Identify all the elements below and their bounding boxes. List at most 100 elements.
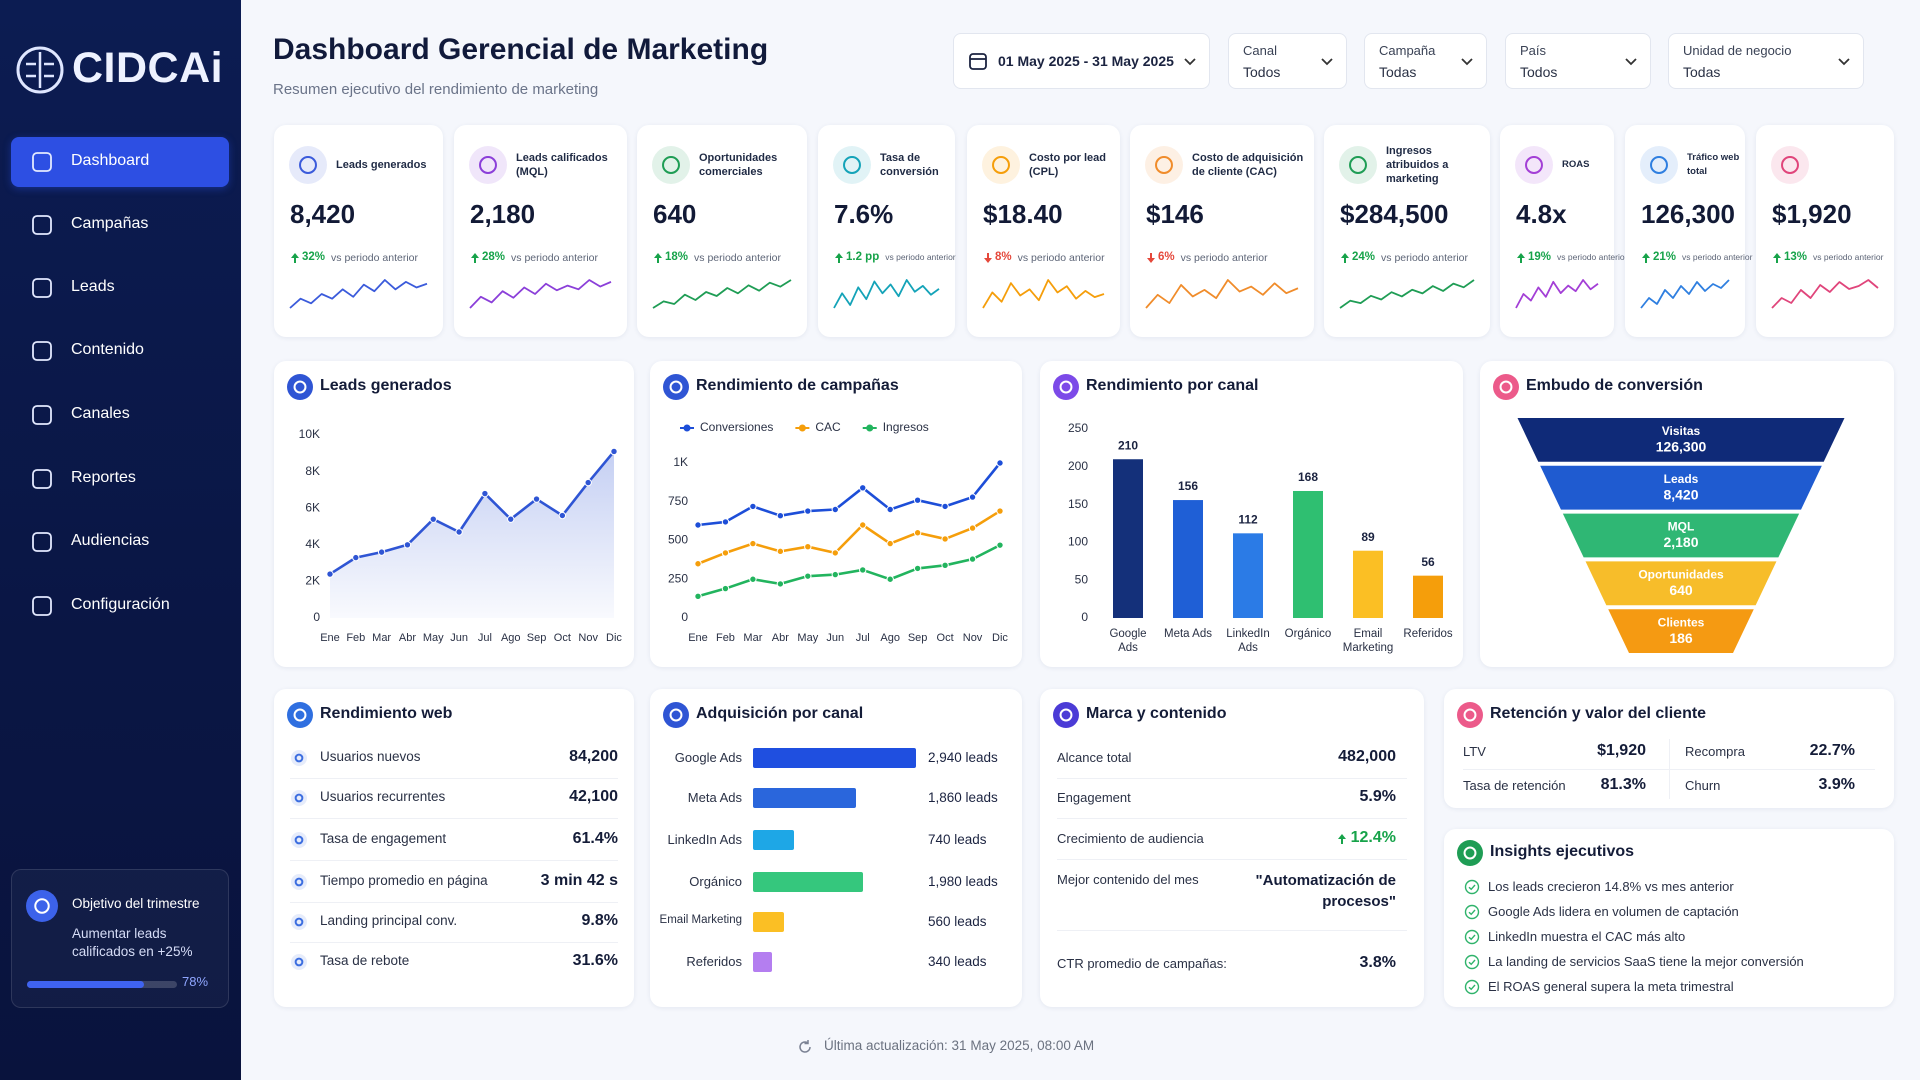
menu-item[interactable]: Contenido bbox=[11, 326, 229, 376]
point bbox=[776, 512, 785, 520]
menu-icon bbox=[32, 152, 52, 172]
point bbox=[859, 484, 867, 492]
y-tick-label: 250 bbox=[668, 571, 688, 585]
filter[interactable]: País Todos bbox=[1505, 33, 1651, 89]
row-label: Tasa de retención bbox=[1463, 778, 1566, 793]
kpi-value: 126,300 bbox=[1641, 199, 1735, 229]
menu-item[interactable]: Campañas bbox=[11, 200, 229, 250]
kpi-label: Tasa de conversión bbox=[880, 152, 939, 178]
menu-item[interactable]: Reportes bbox=[11, 454, 229, 504]
filter[interactable]: Unidad de negocio Todas bbox=[1668, 33, 1864, 89]
menu-item[interactable]: Leads bbox=[11, 263, 229, 313]
bar bbox=[753, 872, 863, 892]
icon-glyph bbox=[1463, 846, 1477, 860]
menu-item[interactable]: Audiencias bbox=[11, 517, 229, 567]
arrow-shape bbox=[835, 253, 843, 263]
logo-ring bbox=[16, 46, 64, 94]
kpi-note: vs periodo anterior bbox=[1557, 252, 1628, 262]
row-value: 22.7% bbox=[1809, 742, 1855, 759]
icon-glyph bbox=[293, 708, 307, 722]
chart: 0 2K 4K 6K 8K 10K Ene Feb Mar Abr May Jun Jul Ago Sep O… bbox=[299, 427, 623, 644]
menu-icon-shape bbox=[32, 596, 52, 616]
line bbox=[697, 509, 1001, 565]
x-tick-label: Jul bbox=[478, 632, 492, 644]
funnel-label: MQL bbox=[1668, 520, 1695, 534]
kpi-value: 8,420 bbox=[290, 199, 356, 229]
icon bbox=[1339, 146, 1377, 184]
goal-card: Objetivo del trimestre Aumentar leads cal… bbox=[11, 869, 229, 1008]
menu-label: Campañas bbox=[71, 215, 149, 232]
sparkline bbox=[289, 279, 428, 309]
kpi-value: 640 bbox=[653, 199, 697, 229]
kpi-note: vs periodo anterior bbox=[1017, 252, 1105, 264]
sparkline-line bbox=[469, 279, 612, 309]
menu-icon-shape bbox=[32, 341, 52, 361]
trend-arrow bbox=[1773, 253, 1781, 263]
menu-label: Configuración bbox=[71, 596, 170, 613]
point bbox=[749, 539, 757, 548]
card: Rendimiento por canal 0 50 100 150 200 250 210 1… bbox=[1040, 361, 1463, 667]
calendar-icon bbox=[969, 53, 987, 70]
insight-text: El ROAS general supera la meta trimestra… bbox=[1488, 979, 1734, 994]
x-tick-label: Feb bbox=[346, 632, 365, 644]
menu-item[interactable]: Canales bbox=[11, 390, 229, 440]
icon-glyph bbox=[1155, 156, 1173, 174]
divider bbox=[1669, 739, 1670, 799]
menu-icon bbox=[32, 278, 52, 298]
icon bbox=[291, 914, 307, 930]
bar-category: Email Marketing bbox=[659, 914, 742, 926]
bar bbox=[753, 912, 785, 932]
y-tick-label: 150 bbox=[1068, 497, 1088, 511]
insight-text: La landing de servicios SaaS tiene la me… bbox=[1488, 954, 1804, 969]
y-tick-label: 100 bbox=[1068, 535, 1088, 549]
icon bbox=[291, 790, 307, 806]
filter[interactable]: Canal Todos bbox=[1228, 33, 1347, 89]
funnel-label: Oportunidades bbox=[1638, 567, 1724, 581]
card: ROAS 4.8x 19% vs periodo anterior bbox=[1500, 125, 1627, 337]
card: Costo por lead (CPL) $18.40 8% vs periodo a… bbox=[967, 125, 1120, 337]
kpi-change: 8% bbox=[995, 251, 1012, 263]
filter-label: Campaña bbox=[1379, 43, 1436, 58]
icon-bg bbox=[833, 146, 871, 184]
kpi-label: Costo de adquisición de cliente (CAC) bbox=[1192, 152, 1304, 178]
sparkline bbox=[652, 279, 792, 309]
bar-value-label: 156 bbox=[1178, 479, 1198, 493]
x-tick-label: Ago bbox=[501, 632, 521, 644]
sparkline bbox=[1145, 279, 1299, 309]
menu-item[interactable]: Dashboard bbox=[11, 137, 229, 187]
refresh-icon bbox=[799, 1040, 811, 1053]
filter[interactable]: Campaña Todas bbox=[1364, 33, 1487, 89]
check-icon bbox=[1464, 979, 1480, 995]
funnel-stage bbox=[1517, 418, 1845, 462]
chevron-shape bbox=[1838, 58, 1850, 66]
icon-bg bbox=[291, 914, 307, 930]
y-tick-label: 0 bbox=[681, 610, 688, 624]
icon-bg bbox=[1053, 374, 1079, 400]
calendar-shape bbox=[969, 53, 987, 70]
point bbox=[859, 566, 867, 574]
point bbox=[721, 518, 730, 526]
funnel-value: 186 bbox=[1669, 630, 1693, 646]
icon-bg bbox=[469, 146, 507, 184]
chevron bbox=[1838, 58, 1850, 66]
menu-item[interactable]: Configuración bbox=[11, 581, 229, 631]
card: Adquisición por canal Google Ads 2,940 lea… bbox=[650, 689, 1022, 1007]
icon-bg bbox=[1457, 840, 1483, 866]
row-label: Tasa de engagement bbox=[320, 831, 447, 846]
icon bbox=[291, 874, 307, 890]
line bbox=[697, 543, 1001, 598]
trend-arrow bbox=[471, 253, 479, 263]
card: Costo de adquisición de cliente (CAC) $14… bbox=[1130, 125, 1314, 337]
icon-glyph bbox=[479, 156, 497, 174]
card: $1,920 13% vs periodo anterior bbox=[1756, 125, 1894, 337]
filter[interactable]: 01 May 2025 - 31 May 2025 bbox=[953, 33, 1210, 89]
y-tick-label: 4K bbox=[305, 537, 320, 551]
icon-glyph bbox=[1650, 156, 1668, 174]
point bbox=[941, 561, 949, 570]
point bbox=[694, 592, 702, 601]
funnel-value: 2,180 bbox=[1663, 534, 1698, 550]
x-tick-label: Feb bbox=[716, 632, 735, 644]
point bbox=[913, 529, 922, 537]
funnel-label: Clientes bbox=[1658, 615, 1705, 629]
